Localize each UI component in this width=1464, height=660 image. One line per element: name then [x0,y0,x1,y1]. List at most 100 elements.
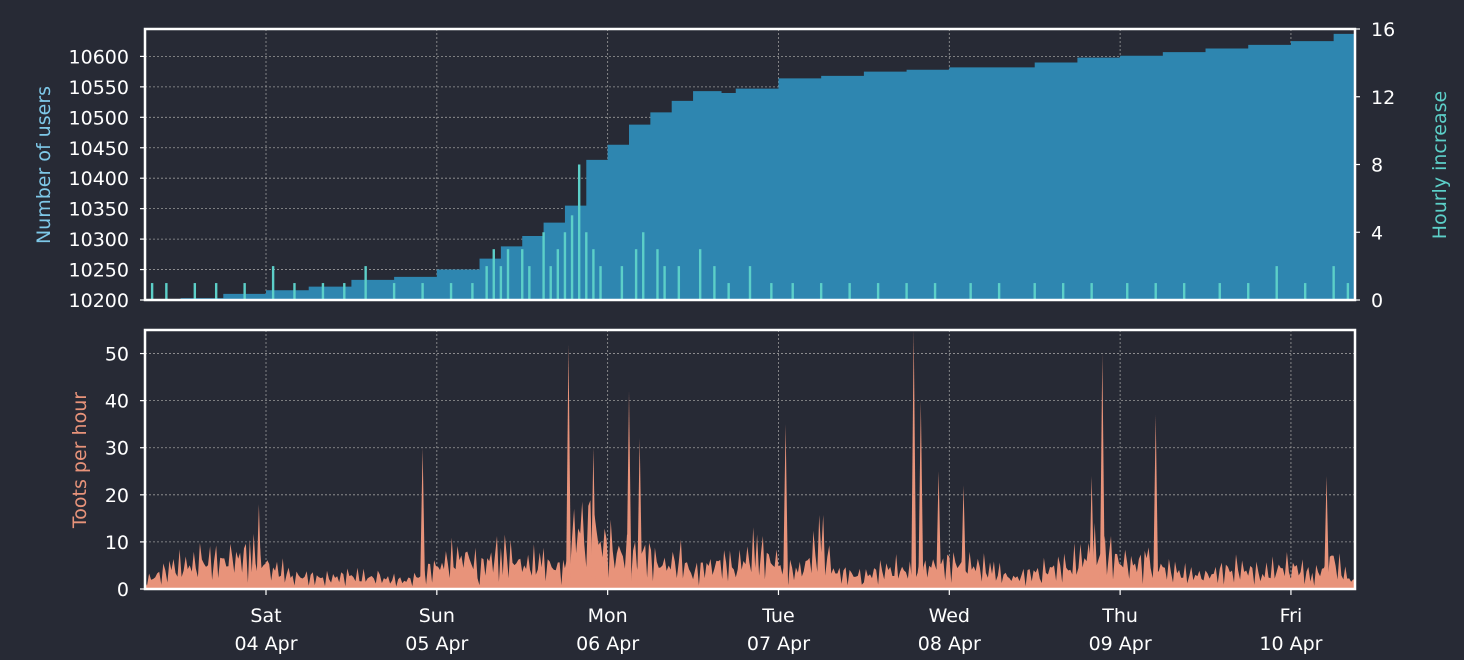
hourly-increase-bar [634,249,638,300]
hourly-increase-bar [364,266,367,300]
toots-spikes [256,330,1330,589]
hourly-increase-bar [698,249,702,300]
x-tick-date-label: 04 Apr [234,633,297,655]
hourly-increase-bar [585,232,588,300]
y2-tick-label: 16 [1371,19,1395,41]
y-tick-label: 10350 [69,199,129,221]
toots-y-axis-label: Toots per hour [69,392,91,529]
hourly-increase-bar [165,283,168,300]
hourly-increase-bar [492,249,495,300]
hourly-increase-bar [570,215,574,300]
hourly-increase-bar [876,283,880,300]
hourly-increase-bar [471,283,474,300]
hourly-increase-bar [421,283,424,300]
hourly-increase-bar [592,249,595,300]
toots-spike [1324,475,1330,589]
hourly-increase-bar [656,249,659,300]
x-tick-day-label: Mon [588,605,628,627]
toots-spike [626,391,632,589]
hourly-increase-bars [150,164,1350,300]
toots-spike [590,447,596,589]
toots-spike [911,330,917,589]
hourly-increase-bar [677,266,681,300]
hourly-increase-bar [1182,283,1186,300]
hourly-increase-bar [620,266,624,300]
toots-panel-gridlines [145,330,1355,590]
hourly-increase-bar [969,283,972,300]
hourly-increase-bar [528,266,531,300]
hourly-increase-bar [1332,266,1335,300]
y-tick-label: 30 [105,438,129,460]
toots-spike [783,424,789,589]
toots-spike [420,447,426,589]
x-tick-day-label: Sun [419,605,455,627]
hourly-increase-bar [563,232,567,300]
x-tick-date-label: 09 Apr [1089,633,1152,655]
y-tick-label: 10550 [69,77,129,99]
y-tick-label: 40 [105,391,129,413]
toots-spike [1099,353,1105,589]
toots-spike [961,485,967,589]
toots-series [145,500,1355,589]
hourly-increase-bar [214,283,218,300]
hourly-increase-bar [449,283,453,300]
hourly-increase-bar [1247,283,1250,300]
hourly-increase-bar [848,283,851,300]
toots-spike [936,471,942,589]
hourly-increase-bar [321,283,325,300]
hourly-increase-bar [150,283,154,300]
hourly-increase-bar [521,249,524,300]
x-tick-day-label: Sat [250,605,281,627]
hourly-increase-bar [577,164,581,300]
hourly-increase-bar [727,283,730,300]
hourly-increase-bar [748,266,752,300]
hourly-increase-bar [713,266,716,300]
hourly-increase-bar [1061,283,1065,300]
hourly-increase-bar [791,283,794,300]
hourly-increase-bar [243,283,246,300]
x-tick-date-label: 08 Apr [918,633,981,655]
hourly-increase-bar [499,266,503,300]
x-tick-date-label: 06 Apr [576,633,639,655]
hourly-increase-bar [642,232,645,300]
hourly-increase-bar [599,266,602,300]
x-axis-ticks: Sat 04 Apr Sun 05 Apr Mon 06 Apr Tue 07 Apr Wed 0… [234,589,1323,655]
hourly-increase-bar [343,283,346,300]
y-tick-label: 10600 [69,46,129,68]
hourly-increase-y-ticks: 0 4 8 12 16 [1355,19,1395,312]
toots-spike [1089,475,1095,589]
hourly-increase-bar [663,266,666,300]
hourly-increase-bar [485,266,488,300]
y2-tick-label: 12 [1371,87,1395,109]
y-tick-label: 10200 [69,290,129,312]
y-tick-label: 10 [105,532,129,554]
toots-spike [566,344,571,589]
y-tick-label: 10500 [69,107,129,129]
hourly-increase-bar [1126,283,1129,300]
hourly-increase-bar [506,249,510,300]
x-tick-date-label: 07 Apr [747,633,810,655]
x-tick-day-label: Thu [1101,605,1138,627]
hourly-increase-bar [392,283,396,300]
hourly-increase-bar [293,283,296,300]
y-tick-label: 10250 [69,260,129,282]
y-tick-label: 10300 [69,229,129,251]
hourly-increase-bar [193,283,197,300]
x-tick-day-label: Tue [761,605,794,627]
hourly-increase-bar [1154,283,1157,300]
x-tick-day-label: Fri [1280,605,1303,627]
x-tick-date-label: 10 Apr [1259,633,1322,655]
hourly-increase-bar [933,283,937,300]
hourly-increase-bar [1033,283,1036,300]
toots-spike [1153,414,1159,589]
toots-spike [256,504,262,589]
x-tick-date-label: 05 Apr [405,633,468,655]
hourly-increase-bar [1303,283,1307,300]
hourly-increase-bar [271,266,275,300]
y-tick-label: 10400 [69,168,129,190]
hourly-increase-bar [905,283,908,300]
y-tick-label: 10450 [69,138,129,160]
hourly-increase-bar [997,283,1001,300]
toots-y-ticks: 0 10 20 30 40 50 [105,344,145,601]
